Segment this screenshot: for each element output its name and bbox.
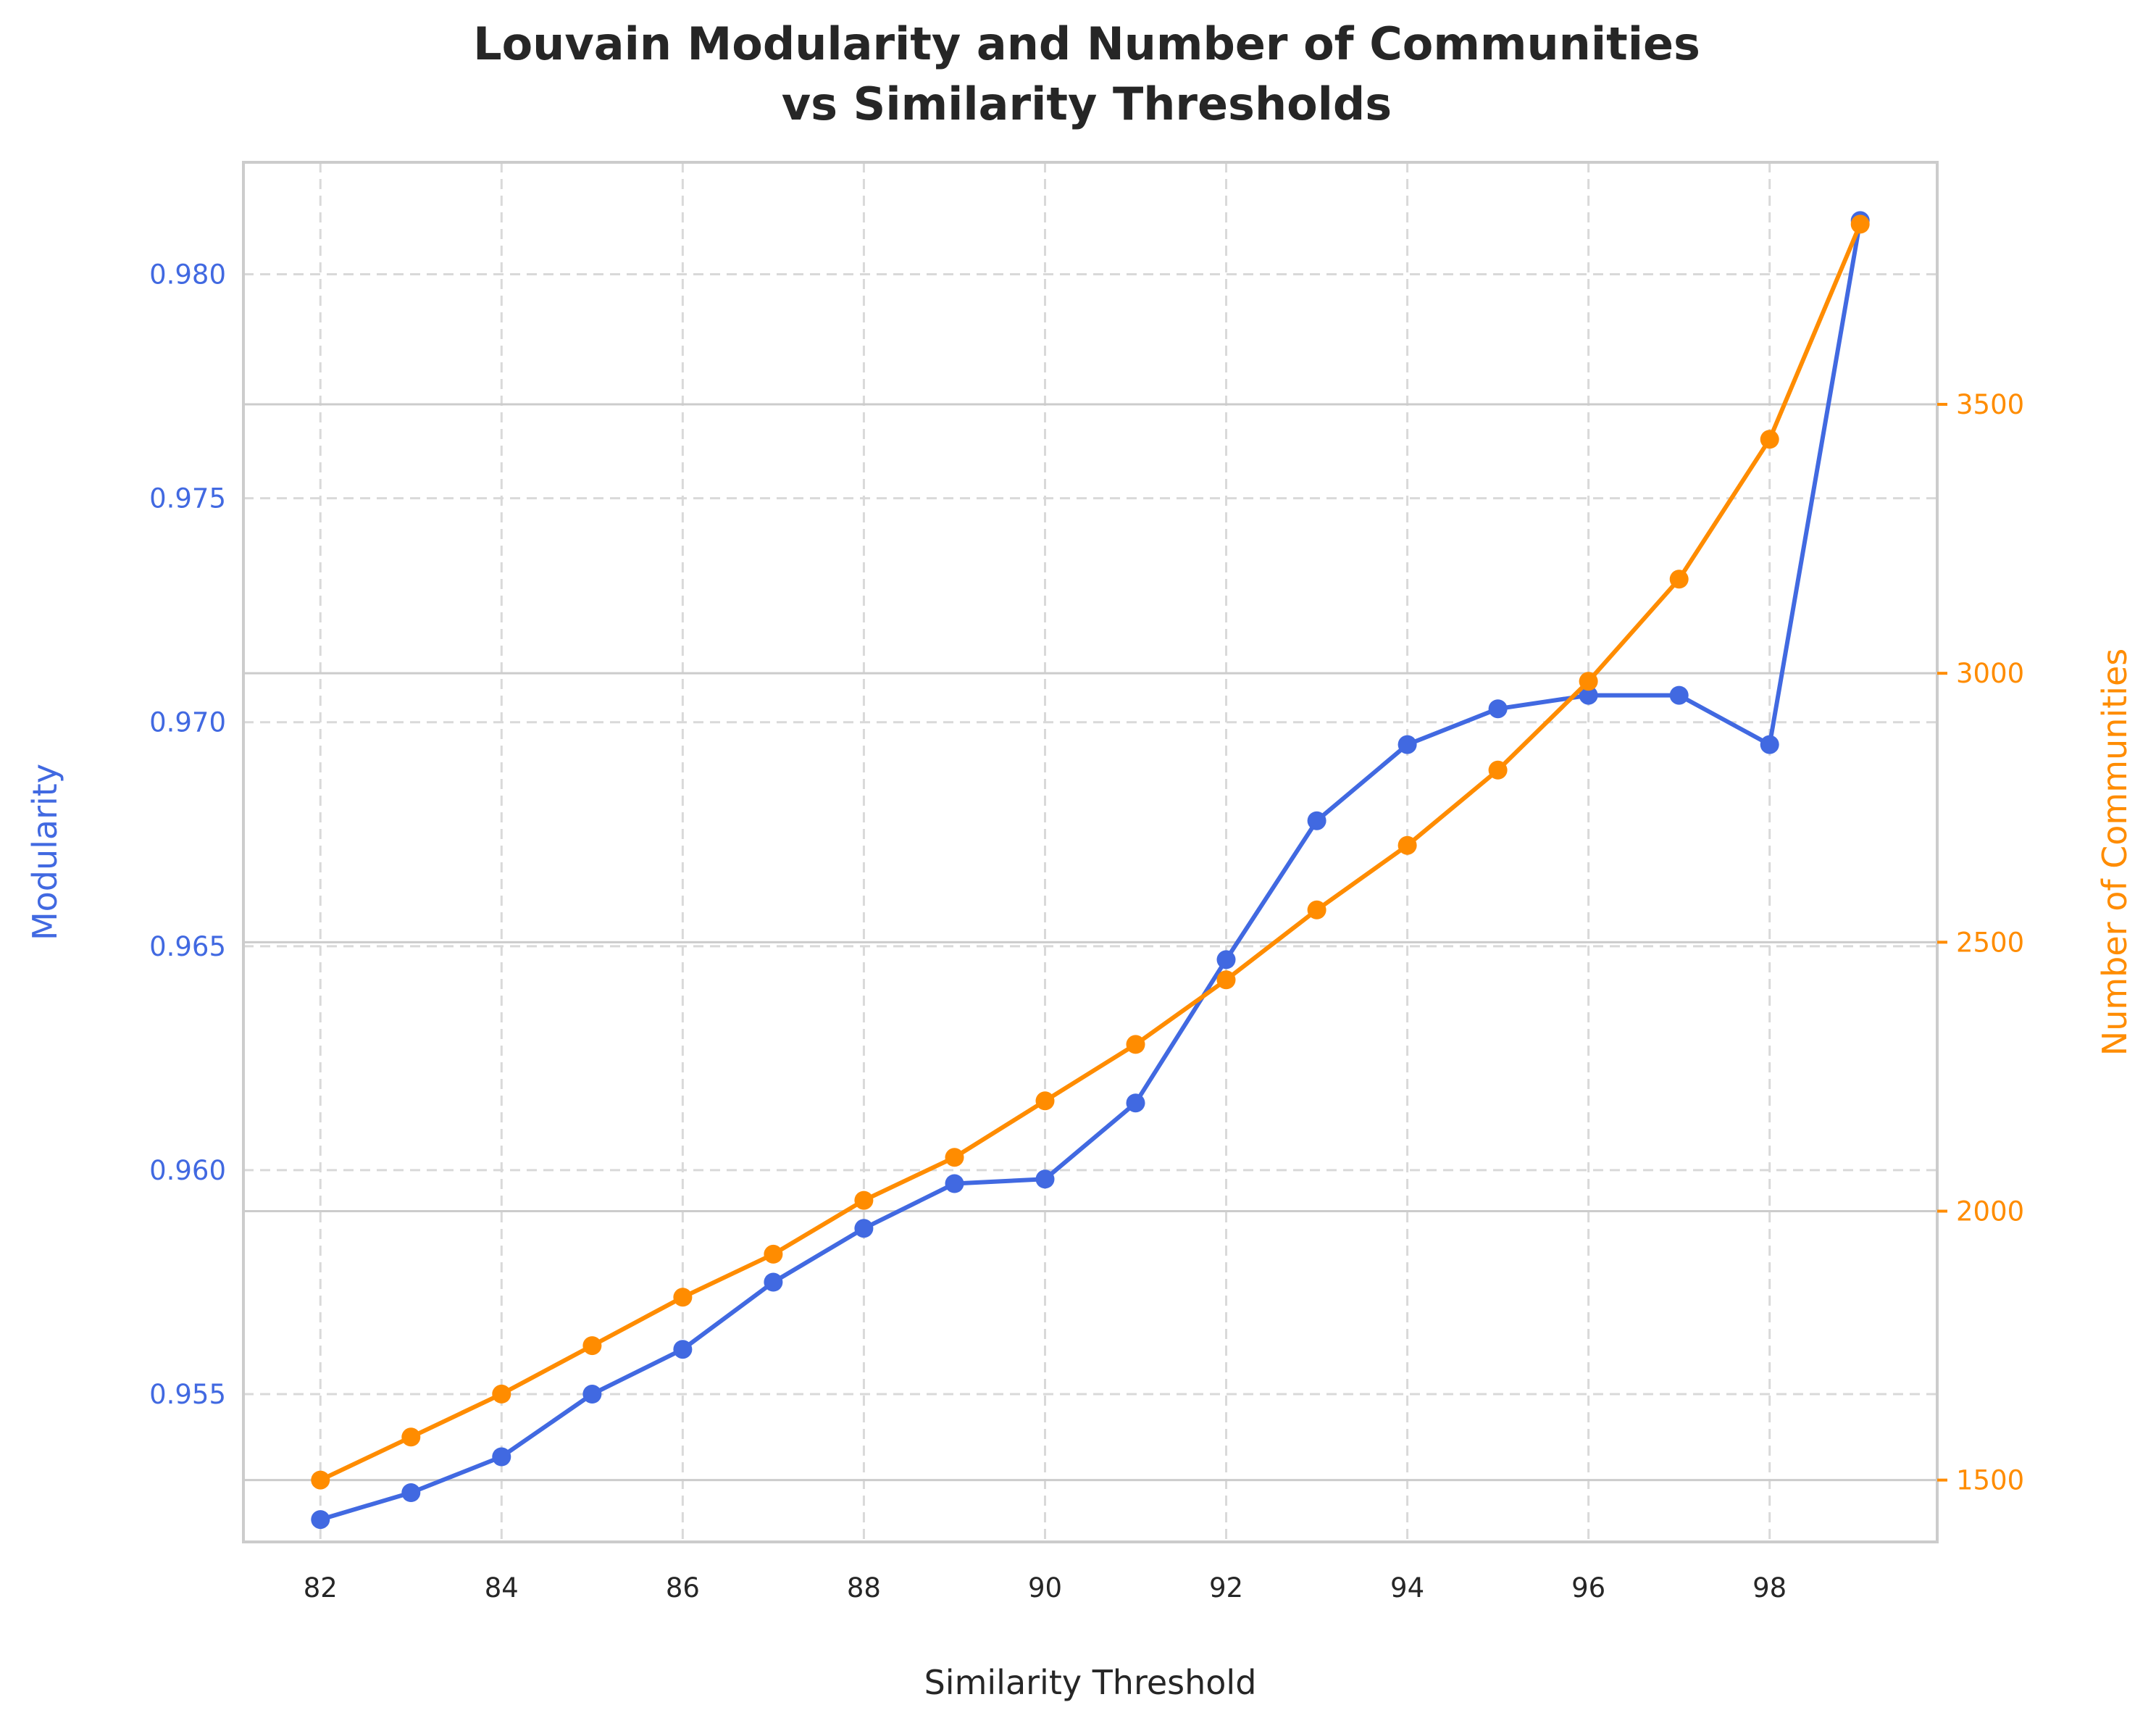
communities-point [1216,970,1236,990]
modularity-point [1760,735,1779,754]
left-tick-label: 0.960 [149,1155,226,1186]
chart-title-line-2: vs Similarity Thresholds [782,78,1392,130]
communities-point [673,1288,693,1307]
left-tick-label: 0.975 [149,483,226,514]
x-tick-label: 94 [1390,1572,1424,1604]
x-tick-label: 92 [1209,1572,1243,1604]
modularity-line [318,218,1863,1522]
left-axis-label: Modularity [25,764,64,941]
left-tick-label: 0.970 [149,707,226,738]
modularity-series [311,211,1870,1530]
x-tick-label: 96 [1571,1572,1605,1604]
right-horizontal-gridlines [243,403,1937,1482]
modularity-point [1488,699,1508,719]
left-tick-label: 0.965 [149,931,226,962]
modularity-point [582,1385,602,1404]
communities-point [492,1384,511,1404]
communities-point [1850,214,1870,234]
right-tick-label: 3000 [1956,658,2024,689]
x-tick-label: 88 [847,1572,881,1604]
communities-point [1126,1035,1145,1054]
chart-title-line-1: Louvain Modularity and Number of Communi… [473,17,1700,70]
communities-point [1307,900,1326,920]
modularity-point [1126,1093,1145,1113]
communities-point [401,1427,421,1447]
communities-point [1579,672,1598,691]
x-tick-label: 90 [1028,1572,1062,1604]
left-tick-label: 0.955 [149,1379,226,1410]
modularity-point [1307,811,1326,830]
modularity-point [492,1447,511,1467]
modularity-point [854,1219,874,1238]
modularity-point [1669,685,1689,705]
communities-point [854,1190,874,1210]
communities-point [1760,430,1779,449]
x-axis-tick-labels: 82 84 86 88 90 92 94 96 98 [304,1572,1787,1604]
modularity-point [1397,735,1417,754]
x-tick-label: 98 [1752,1572,1787,1604]
communities-point [1488,760,1508,780]
left-tick-label: 0.980 [149,259,226,291]
x-tick-label: 82 [304,1572,338,1604]
modularity-point [764,1272,783,1292]
right-axis-label: Number of Communities [2095,649,2134,1056]
plot-frame [242,161,1939,1543]
right-tick-label: 2500 [1956,927,2024,958]
x-tick-label: 84 [485,1572,519,1604]
left-axis-tick-labels: 0.955 0.960 0.965 0.970 0.975 0.980 [149,259,226,1410]
right-tick-label: 3500 [1956,389,2024,420]
modularity-point [401,1483,421,1502]
modularity-point [1579,685,1598,705]
series-layer [311,211,1870,1530]
communities-point [764,1244,783,1264]
right-tick-label: 2000 [1956,1196,2024,1227]
communities-line [318,222,1863,1483]
right-axis-ticks: 1500 2000 2500 3000 3500 [1937,389,2024,1496]
communities-point [582,1336,602,1356]
communities-point [945,1148,964,1167]
x-axis-label: Similarity Threshold [924,1663,1257,1702]
modularity-point [311,1510,330,1530]
modularity-point [673,1340,693,1359]
x-tick-label: 86 [666,1572,700,1604]
modularity-point [945,1174,964,1193]
modularity-point [1035,1169,1055,1189]
communities-point [1397,835,1417,855]
communities-point [311,1470,330,1490]
right-tick-label: 1500 [1956,1465,2024,1496]
communities-point [1669,570,1689,589]
communities-series [311,214,1870,1490]
communities-point [1035,1091,1055,1111]
modularity-point [1216,950,1236,969]
